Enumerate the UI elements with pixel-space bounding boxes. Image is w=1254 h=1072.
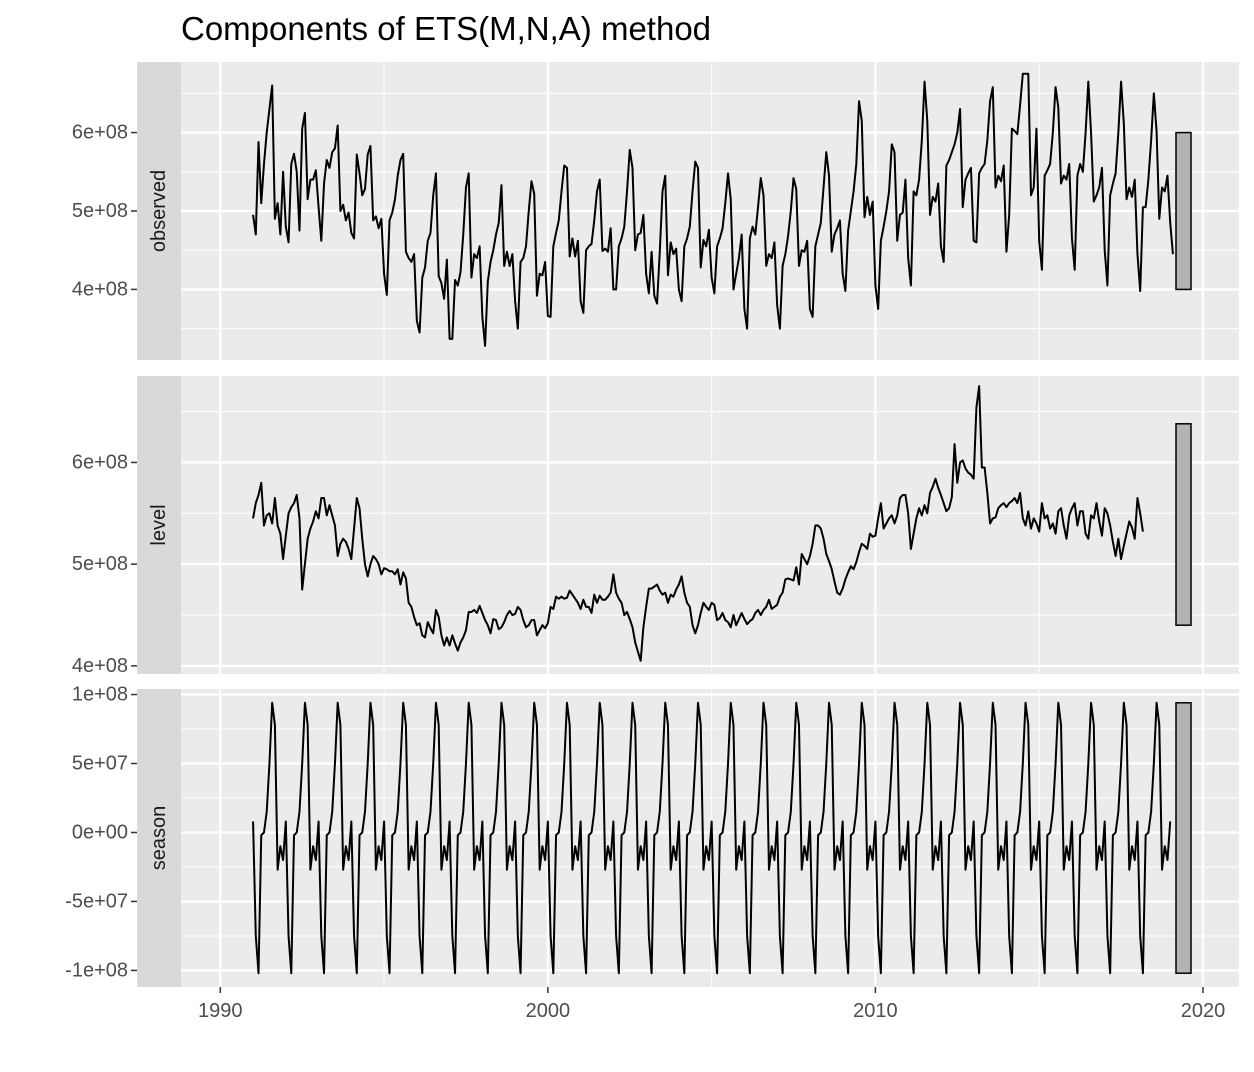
x-tick-label: 2000 xyxy=(526,1000,571,1022)
y-tick-label: 5e+08 xyxy=(72,200,128,222)
chart-title: Components of ETS(M,N,A) method xyxy=(181,10,711,47)
strip-season xyxy=(137,689,181,987)
panel-season: season -1e+08 -5e+07 0e+00 5e+07 1e+08 xyxy=(65,684,1239,987)
y-tick-label: -1e+08 xyxy=(65,959,128,981)
strip-label-observed: observed xyxy=(148,170,170,252)
x-tick-label: 2010 xyxy=(853,1000,898,1022)
y-tick-label: 1e+08 xyxy=(72,684,128,706)
x-tick-label: 2020 xyxy=(1181,1000,1226,1022)
panels: observed 4e+08 5e+08 6e+08 level 4e+08 5e+08 6e… xyxy=(65,62,1239,987)
series-line-observed xyxy=(252,72,1174,347)
y-tick-label: 0e+00 xyxy=(72,821,128,843)
strip-label-level: level xyxy=(148,504,170,545)
scale-bar-level xyxy=(1175,423,1192,626)
strip-level xyxy=(137,376,181,674)
series-line-level xyxy=(252,385,1144,662)
y-tick-label: -5e+07 xyxy=(65,890,128,912)
panel-level: level 4e+08 5e+08 6e+08 xyxy=(72,376,1239,677)
strip-observed xyxy=(137,62,181,360)
x-tick-label: 1990 xyxy=(198,1000,243,1022)
scale-bar-observed xyxy=(1175,131,1192,291)
y-tick-label: 4e+08 xyxy=(72,278,128,300)
y-tick-label: 6e+08 xyxy=(72,122,128,144)
x-axis: 1990 2000 2010 2020 xyxy=(198,987,1225,1022)
series-line-season xyxy=(252,701,1172,975)
y-tick-label: 6e+08 xyxy=(72,451,128,473)
y-tick-label: 5e+08 xyxy=(72,553,128,575)
panel-observed: observed 4e+08 5e+08 6e+08 xyxy=(72,62,1239,360)
y-tick-label: 4e+08 xyxy=(72,655,128,677)
panel-background xyxy=(181,376,1239,674)
strip-label-season: season xyxy=(148,806,170,871)
scale-bar-season xyxy=(1175,702,1192,974)
y-tick-label: 5e+07 xyxy=(72,753,128,775)
